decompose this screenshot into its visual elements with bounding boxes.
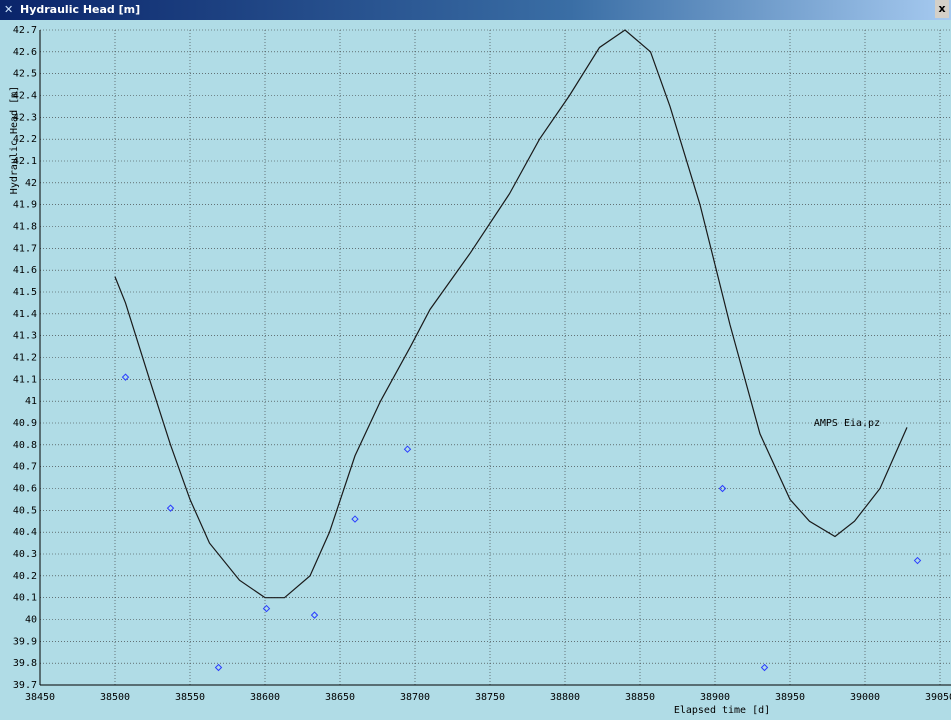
x-tick-label: 38450 xyxy=(25,692,55,703)
x-tick-label: 38800 xyxy=(550,692,580,703)
data-point xyxy=(760,663,769,672)
y-tick-label: 41.9 xyxy=(13,200,37,211)
y-tick-label: 42.6 xyxy=(13,47,37,58)
data-point xyxy=(718,484,727,493)
y-tick-label: 39.9 xyxy=(13,636,37,647)
y-tick-label: 41 xyxy=(25,396,37,407)
data-point xyxy=(403,445,412,453)
x-tick-label: 38950 xyxy=(775,692,805,703)
y-tick-label: 42.4 xyxy=(13,91,37,102)
x-tick-label: 38600 xyxy=(250,692,280,703)
y-tick-label: 42.5 xyxy=(13,69,37,80)
chart-background xyxy=(0,20,951,720)
y-tick-label: 41.1 xyxy=(13,374,37,385)
y-tick-label: 40.2 xyxy=(13,571,37,582)
y-tick-label: 42.2 xyxy=(13,134,37,145)
y-tick-label: 40.3 xyxy=(13,549,37,560)
x-tick-label: 38900 xyxy=(700,692,730,703)
y-tick-label: 40.1 xyxy=(13,593,37,604)
y-tick-label: 41.2 xyxy=(13,353,37,364)
annotation: AMPS Eia.pz xyxy=(814,418,880,429)
data-point xyxy=(310,611,319,619)
x-tick-label: 39050 xyxy=(925,692,951,703)
y-tick-label: 41.4 xyxy=(13,309,37,320)
data-point xyxy=(913,556,922,565)
y-tick-label: 41.6 xyxy=(13,265,37,276)
y-tick-label: 40.6 xyxy=(13,484,37,495)
data-point xyxy=(214,663,223,672)
x-tick-label: 39000 xyxy=(850,692,880,703)
y-tick-label: 40.9 xyxy=(13,418,37,429)
y-tick-label: 42.7 xyxy=(13,25,37,36)
data-point xyxy=(121,373,130,381)
y-tick-label: 42.1 xyxy=(13,156,37,167)
y-tick-label: 41.8 xyxy=(13,222,37,233)
x-tick-label: 38550 xyxy=(175,692,205,703)
y-tick-label: 40.5 xyxy=(13,505,37,516)
x-axis-label: Elapsed time [d] xyxy=(674,705,770,716)
y-tick-label: 41.7 xyxy=(13,243,37,254)
y-tick-label: 42 xyxy=(25,178,37,189)
app-icon: ✕ xyxy=(4,3,14,16)
y-tick-label: 39.7 xyxy=(13,680,37,691)
x-tick-label: 38850 xyxy=(625,692,655,703)
y-axis-label: Hydraulic Head [m] xyxy=(9,86,20,194)
y-tick-label: 41.5 xyxy=(13,287,37,298)
x-tick-label: 38750 xyxy=(475,692,505,703)
close-button[interactable]: x xyxy=(935,0,949,18)
y-tick-label: 39.8 xyxy=(13,658,37,669)
y-tick-label: 42.3 xyxy=(13,112,37,123)
y-tick-label: 40.8 xyxy=(13,440,37,451)
x-tick-label: 38650 xyxy=(325,692,355,703)
title-bar: ✕ Hydraulic Head [m] x xyxy=(0,0,951,20)
y-tick-label: 40.4 xyxy=(13,527,37,538)
chart: Hydraulic Head [m] Elapsed time [d] 39.7… xyxy=(0,20,951,720)
data-line xyxy=(114,29,908,599)
y-tick-label: 40.7 xyxy=(13,462,37,473)
data-point xyxy=(262,604,271,613)
x-tick-label: 38500 xyxy=(100,692,130,703)
y-tick-label: 41.3 xyxy=(13,331,37,342)
data-point xyxy=(166,504,175,512)
window-title: Hydraulic Head [m] xyxy=(20,3,141,16)
y-tick-label: 40 xyxy=(25,615,37,626)
data-point xyxy=(351,515,359,523)
x-tick-label: 38700 xyxy=(400,692,430,703)
